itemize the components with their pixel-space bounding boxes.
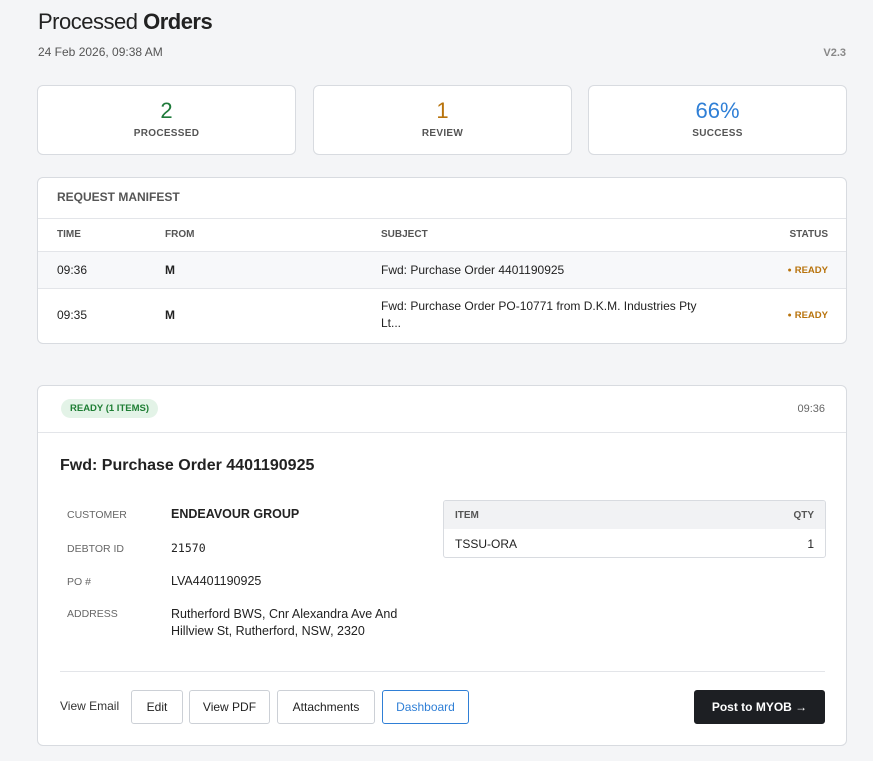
from: M bbox=[165, 263, 175, 277]
stat-card: 1 REVIEW bbox=[313, 85, 572, 155]
timestamp: 24 Feb 2026, 09:38 AM bbox=[38, 45, 163, 59]
field-value: ENDEAVOUR GROUP bbox=[171, 507, 300, 521]
field-label: PO # bbox=[67, 576, 91, 588]
status-badge: READY (1 ITEMS) bbox=[61, 399, 159, 418]
manifest-panel: REQUEST MANIFEST TIME FROM SUBJECT STATU… bbox=[37, 177, 847, 344]
column-header: FROM bbox=[165, 229, 195, 240]
status: READY bbox=[788, 310, 828, 321]
stat-value: 1 bbox=[436, 98, 449, 123]
items-table: ITEM QTY TSSU-ORA 1 bbox=[443, 500, 826, 558]
from: M bbox=[165, 308, 175, 322]
divider bbox=[38, 432, 846, 433]
column-header: STATUS bbox=[789, 229, 828, 240]
attachments-button[interactable]: Attachments bbox=[277, 690, 375, 724]
status: READY bbox=[788, 265, 828, 276]
title-bold: Orders bbox=[143, 9, 213, 34]
manifest-row[interactable]: 09:36 M Fwd: Purchase Order 4401190925 R… bbox=[38, 252, 846, 288]
items-header bbox=[444, 501, 825, 529]
field-label: ADDRESS bbox=[67, 608, 118, 620]
divider bbox=[60, 671, 825, 672]
field-label: DEBTOR ID bbox=[67, 543, 124, 555]
field-value: 21570 bbox=[171, 541, 206, 555]
manifest-row[interactable]: 09:35 M Fwd: Purchase Order PO-10771 fro… bbox=[38, 289, 846, 343]
column-header: SUBJECT bbox=[381, 229, 428, 240]
stat-label: SUCCESS bbox=[692, 128, 743, 139]
order-detail: READY (1 ITEMS) 09:36 Fwd: Purchase Orde… bbox=[37, 385, 847, 746]
field-label: CUSTOMER bbox=[67, 509, 127, 521]
page-title: Processed Orders bbox=[38, 9, 213, 35]
view-email-link[interactable]: View Email bbox=[60, 699, 120, 713]
subject: Fwd: Purchase Order PO-10771 from D.K.M.… bbox=[381, 299, 697, 330]
time: 09:35 bbox=[57, 308, 88, 322]
divider bbox=[38, 251, 846, 252]
title-light: Processed bbox=[38, 9, 138, 34]
divider bbox=[38, 288, 846, 289]
stat-card: 2 PROCESSED bbox=[37, 85, 296, 155]
manifest-title: REQUEST MANIFEST bbox=[57, 190, 180, 204]
divider bbox=[38, 218, 846, 219]
order-subject: Fwd: Purchase Order 4401190925 bbox=[60, 457, 315, 474]
time: 09:36 bbox=[797, 403, 825, 415]
item-code: TSSU-ORA bbox=[455, 537, 518, 551]
stat-label: REVIEW bbox=[421, 128, 464, 139]
edit-button[interactable]: Edit bbox=[131, 690, 183, 724]
column-header: QTY bbox=[793, 510, 814, 521]
column-header: TIME bbox=[57, 229, 81, 240]
column-header: ITEM bbox=[455, 510, 479, 521]
version: V2.3 bbox=[823, 47, 846, 59]
stat-value: 2 bbox=[160, 98, 173, 123]
field-value: LVA4401190925 bbox=[171, 574, 262, 588]
stat-card: 66% SUCCESS bbox=[588, 85, 847, 155]
subject: Fwd: Purchase Order 4401190925 bbox=[381, 263, 565, 277]
time: 09:36 bbox=[57, 263, 88, 277]
post-button[interactable]: Post to MYOB → bbox=[694, 690, 825, 724]
stat-value: 66% bbox=[695, 98, 740, 123]
dashboard-button[interactable]: Dashboard bbox=[382, 690, 469, 724]
view-pdf-button[interactable]: View PDF bbox=[189, 690, 270, 724]
field-value: Rutherford BWS, Cnr Alexandra Ave And Hi… bbox=[171, 607, 398, 638]
stat-label: PROCESSED bbox=[133, 128, 200, 139]
item-qty: 1 bbox=[807, 537, 814, 551]
